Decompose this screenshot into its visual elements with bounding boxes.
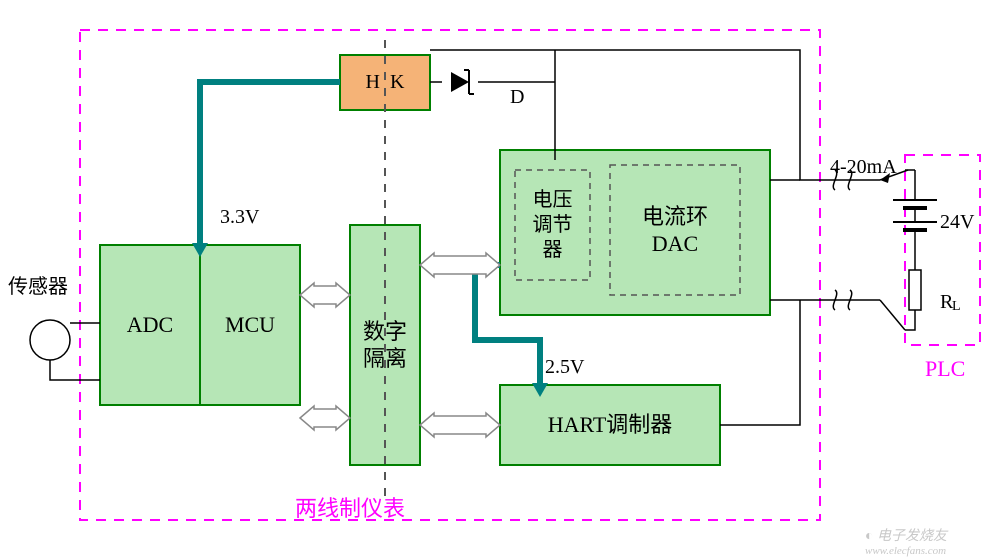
watermark: ◐ 电子发烧友www.elecfans.com: [865, 525, 947, 557]
label-v33: 3.3V: [220, 205, 259, 230]
mcu-label: MCU: [200, 245, 300, 405]
dac-label: 电流环 DAC: [610, 165, 740, 295]
adc-label: ADC: [100, 245, 200, 405]
vreg-label: 电压 调节 器: [515, 170, 590, 280]
label-v24: 24V: [940, 210, 974, 235]
label-v25: 2.5V: [545, 355, 584, 380]
iso-label: 数字 隔离: [350, 225, 420, 465]
label-ma: 4-20mA: [830, 155, 897, 180]
label-sensor: 传感器: [8, 275, 68, 300]
label-title: 两线制仪表: [295, 495, 405, 523]
hk-label: H K: [340, 55, 430, 110]
label-plc: PLC: [925, 355, 965, 383]
label-d: D: [510, 85, 524, 110]
hart-label: HART调制器: [500, 385, 720, 465]
label-rl_l: L: [952, 298, 961, 316]
